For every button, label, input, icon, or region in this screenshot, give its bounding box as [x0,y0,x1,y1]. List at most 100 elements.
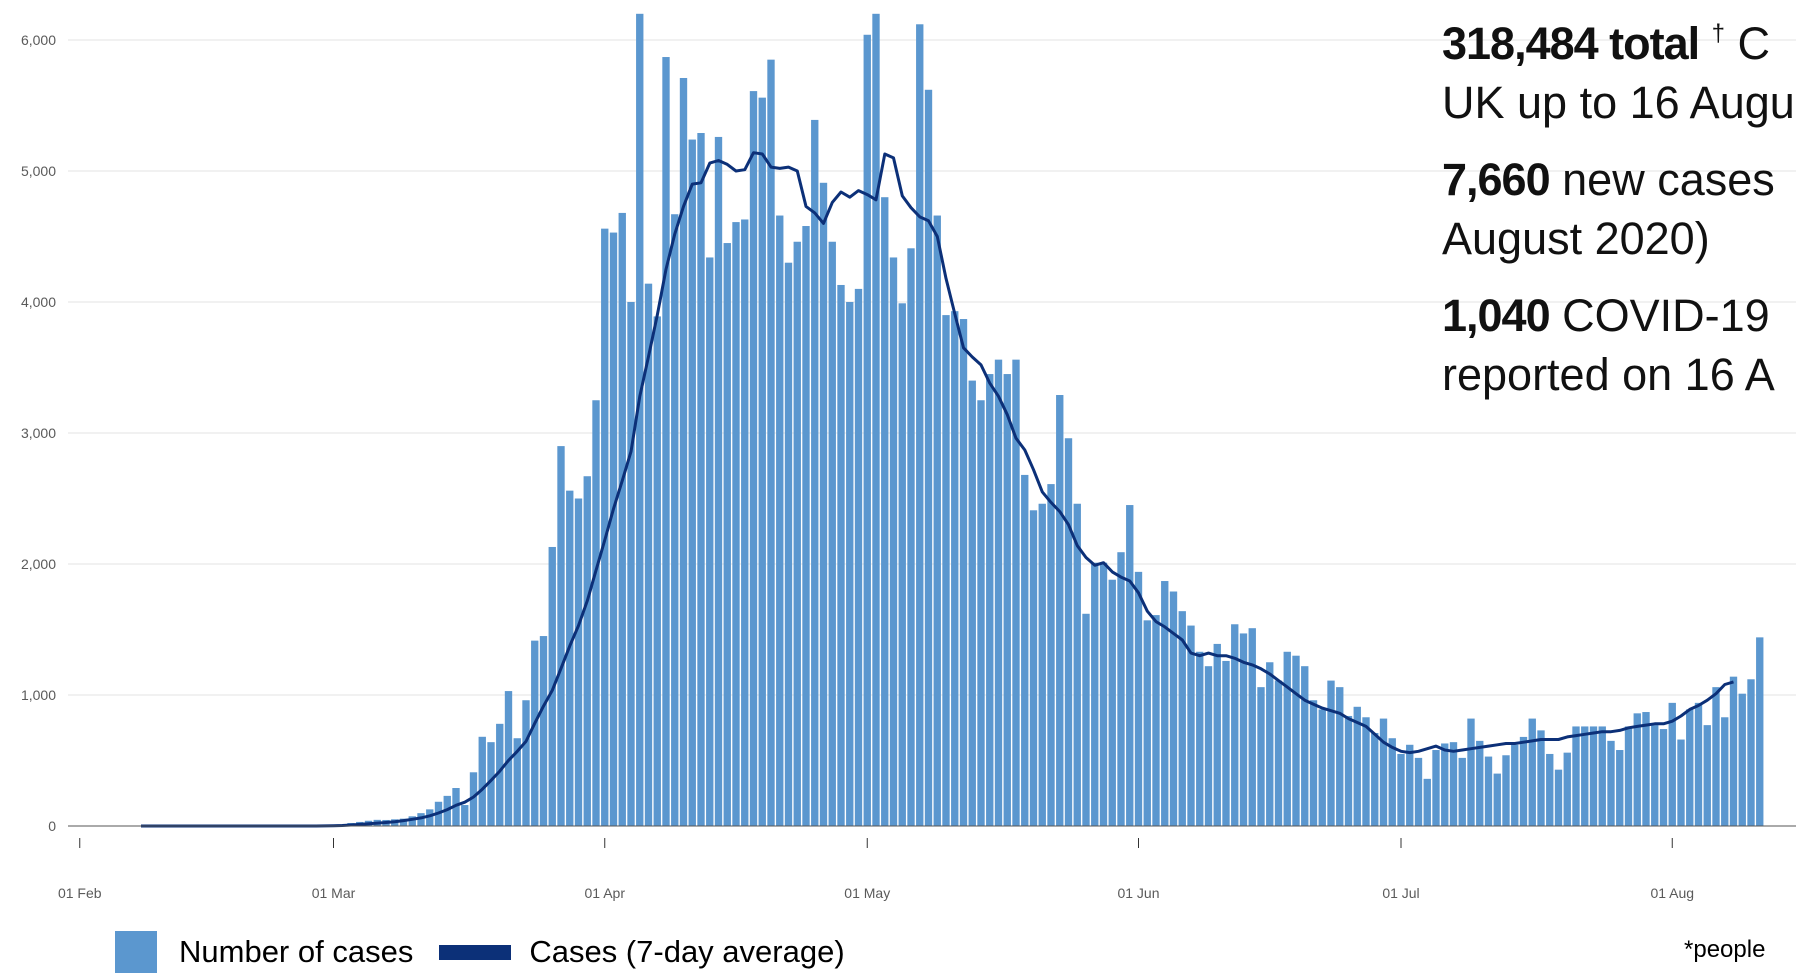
bar [741,219,748,826]
bar [881,197,888,826]
bar [1730,677,1737,826]
bar [557,446,564,826]
bar [715,137,722,826]
bar [785,263,792,826]
bar [820,183,827,826]
bar [995,360,1002,826]
bar [1625,726,1632,826]
bar [1485,757,1492,826]
bar [1712,687,1719,826]
bar [776,216,783,826]
bar [1651,725,1658,826]
bar [951,311,958,826]
bar [1126,505,1133,826]
bar [855,289,862,826]
bar [977,400,984,826]
bar [1214,644,1221,826]
bar [1310,700,1317,826]
bar [1161,581,1168,826]
legend-swatch-bars [115,931,157,973]
bar [1187,626,1194,826]
bar [479,737,486,826]
bar [1301,666,1308,826]
bar [592,400,599,826]
bar [1467,719,1474,826]
stat-new-line2: August 2020) [1442,213,1710,264]
y-tick-label: 3,000 [21,425,56,441]
bar [759,98,766,826]
bar [1257,687,1264,826]
bar [1109,580,1116,826]
y-tick-label: 5,000 [21,163,56,179]
bar [890,257,897,826]
x-tick-label: 01 May [844,885,890,901]
bar [829,242,836,826]
bar [1205,666,1212,826]
bar [706,257,713,826]
bar [697,133,704,826]
bar [942,315,949,826]
bar [1459,758,1466,826]
bar [1371,733,1378,826]
y-tick-label: 2,000 [21,556,56,572]
bar [1030,510,1037,826]
bar [925,90,932,826]
bar [864,35,871,826]
x-tick-label: 01 Aug [1650,885,1694,901]
bar [802,226,809,826]
bar [960,319,967,826]
x-tick-label: 01 Apr [585,885,626,901]
bar [1695,703,1702,826]
stat-covid-text: COVID-19 [1562,290,1770,341]
bar [1284,652,1291,826]
x-tick-label: 01 Mar [312,885,356,901]
bar [969,381,976,826]
bar [1590,726,1597,826]
bar [1572,726,1579,826]
bar [872,14,879,826]
bar [1520,737,1527,826]
bar [837,285,844,826]
bar [540,636,547,826]
bar [1039,504,1046,826]
bar [1747,679,1754,826]
bar [1380,719,1387,826]
bar [1327,681,1334,826]
bar [1004,374,1011,826]
bar [1091,563,1098,826]
bar [619,213,626,826]
stat-total: 318,484 total † C UK up to 16 Augu [1442,4,1796,132]
y-tick-label: 4,000 [21,294,56,310]
bar [767,60,774,826]
bar [732,222,739,826]
bar [1599,726,1606,826]
stat-total-text: C [1738,18,1771,69]
bar [531,641,538,826]
bar [1319,709,1326,826]
bar [566,491,573,826]
bar [811,120,818,826]
bar [846,302,853,826]
bar [907,248,914,826]
bar [1581,726,1588,826]
y-tick-label: 0 [48,818,56,834]
stat-new: 7,660 new cases August 2020) [1442,150,1796,268]
bar [1511,745,1518,826]
bar [1021,475,1028,826]
bar [1275,681,1282,826]
stat-new-text: new cases [1562,154,1775,205]
bar [1406,745,1413,826]
stat-new-value: 7,660 [1442,154,1550,205]
bar [461,805,468,826]
chart-legend: Number of cases Cases (7-day average) [115,932,845,972]
bar [1634,713,1641,826]
stat-total-line2: UK up to 16 Augu [1442,77,1795,128]
bar [1642,712,1649,826]
bar [1537,730,1544,826]
bar [1476,741,1483,826]
bar [916,24,923,826]
bar [1249,628,1256,826]
y-tick-label: 6,000 [21,32,56,48]
bar [1616,750,1623,826]
bar [986,374,993,826]
